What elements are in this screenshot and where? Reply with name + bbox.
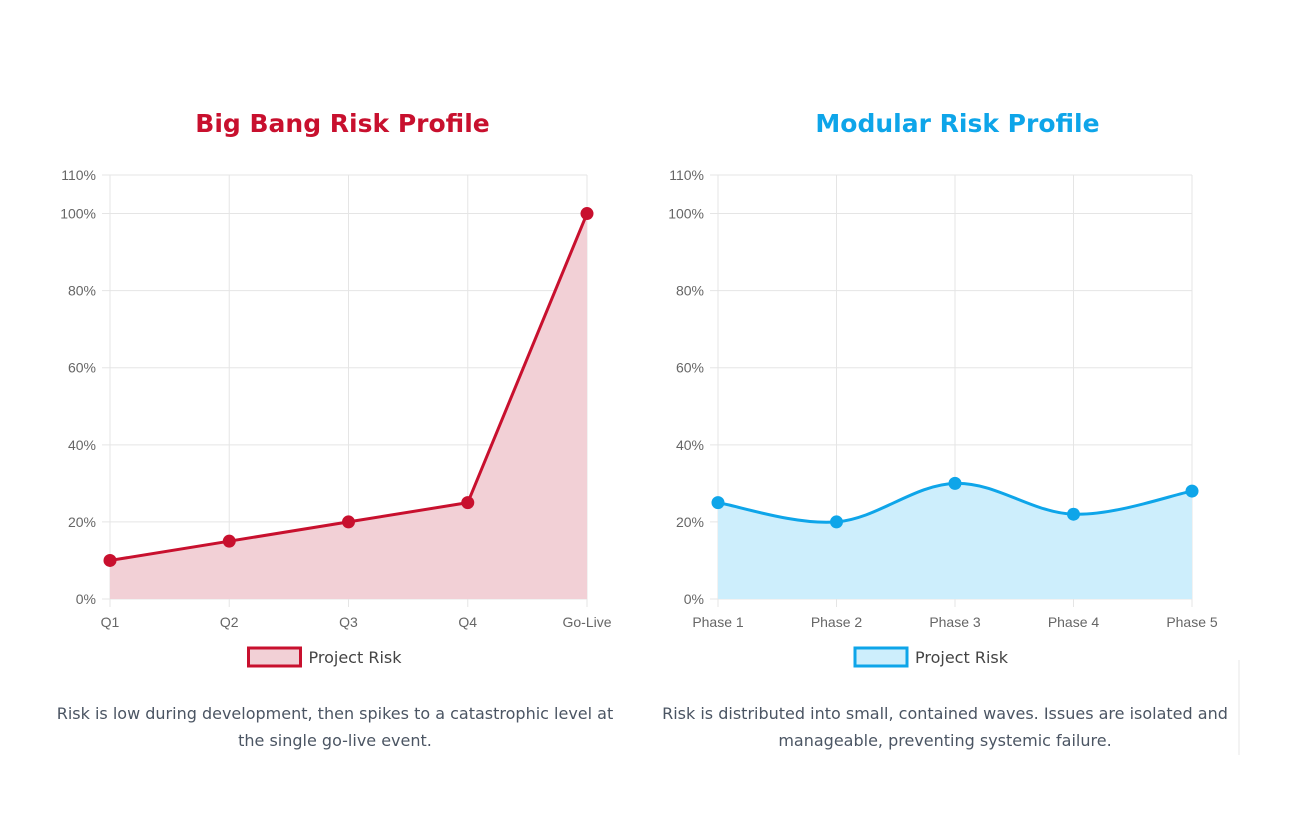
data-point[interactable] <box>342 515 355 529</box>
legend-swatch <box>247 646 302 668</box>
x-tick-label: Phase 5 <box>1166 614 1218 630</box>
y-tick-label: 0% <box>684 591 704 607</box>
y-tick-label: 60% <box>68 360 96 376</box>
y-tick-label: 100% <box>668 206 704 222</box>
big-bang-chart-panel: Big Bang Risk Profile 0% 20% 40% 60% 80% 100%… <box>56 109 614 750</box>
y-tick-label: 110% <box>669 167 704 183</box>
x-tick-label: Q2 <box>220 614 239 630</box>
data-point[interactable] <box>1185 484 1199 498</box>
big-bang-risk-chart: 0% 20% 40% 60% 80% 100% 110% Q1 Q2 Q3 Q4 Go-Live Pro… <box>60 167 612 668</box>
legend-item[interactable]: Project Risk <box>853 646 1009 668</box>
edge-shadow <box>1238 660 1240 755</box>
data-point[interactable] <box>830 515 843 529</box>
y-tick-label: 0% <box>76 591 96 607</box>
y-tick-label: 40% <box>68 437 96 453</box>
x-tick-label: Phase 4 <box>1048 614 1100 630</box>
y-tick-label: 80% <box>68 283 96 299</box>
x-tick-label: Phase 2 <box>811 614 863 630</box>
legend-label: Project Risk <box>915 648 1009 667</box>
data-point[interactable] <box>711 496 725 510</box>
data-point[interactable] <box>103 553 117 567</box>
legend-label: Project Risk <box>309 648 403 667</box>
y-tick-label: 60% <box>676 360 704 376</box>
x-tick-label: Q4 <box>458 614 477 630</box>
x-tick-label: Phase 1 <box>692 614 744 630</box>
x-tick-label: Q1 <box>101 614 120 630</box>
x-tick-label: Phase 3 <box>929 614 981 630</box>
legend-item[interactable]: Project Risk <box>247 646 403 668</box>
chart-title: Big Bang Risk Profile <box>195 109 490 138</box>
modular-risk-chart: 0% 20% 40% 60% 80% 100% 110% Phase 1 Phase 2 Phas… <box>668 167 1218 668</box>
y-tick-label: 80% <box>676 283 704 299</box>
chart-caption: Risk is distributed into small, containe… <box>662 704 1228 750</box>
y-tick-label: 40% <box>676 437 704 453</box>
y-tick-label: 20% <box>676 514 704 530</box>
data-point[interactable] <box>1067 507 1080 521</box>
chart-title: Modular Risk Profile <box>815 109 1100 138</box>
x-tick-label: Go-Live <box>562 614 611 630</box>
y-tick-label: 100% <box>60 206 96 222</box>
modular-chart-panel: Modular Risk Profile 0% 20% 40% 60% 80% 100% 1… <box>645 0 1290 837</box>
y-tick-label: 20% <box>68 514 96 530</box>
data-point[interactable] <box>461 496 475 510</box>
x-tick-label: Q3 <box>339 614 358 630</box>
series-area <box>718 483 1192 599</box>
chart-caption: Risk is low during development, then spi… <box>56 704 614 750</box>
data-point[interactable] <box>222 534 236 548</box>
data-point[interactable] <box>580 207 594 221</box>
data-point[interactable] <box>948 476 962 490</box>
legend-swatch <box>853 646 909 668</box>
y-tick-label: 110% <box>61 167 96 183</box>
